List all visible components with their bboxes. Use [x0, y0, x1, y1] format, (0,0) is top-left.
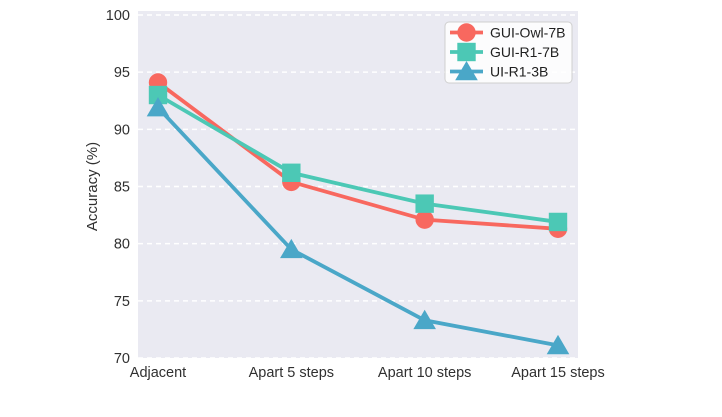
y-tick-label: 95 [114, 65, 130, 81]
y-tick-label: 85 [114, 180, 130, 196]
legend-box [444, 21, 573, 84]
series-GUI-R1-7B [148, 85, 568, 232]
legend-marker-square [457, 42, 476, 62]
x-tick-label: Apart 15 steps [511, 365, 605, 381]
y-tick-label: 100 [106, 8, 130, 24]
data-point-marker [415, 194, 434, 213]
data-point-marker [548, 212, 568, 232]
x-tick-label: Adjacent [130, 365, 186, 381]
y-tick-label: 80 [114, 237, 130, 253]
legend-label: UI-R1-3B [490, 64, 548, 80]
y-axis-label: Accuracy (%) [84, 142, 101, 231]
series-UI-R1-3B [146, 97, 570, 355]
data-point-marker [146, 97, 170, 117]
series-line [156, 105, 560, 348]
legend-marker-circle [457, 23, 476, 42]
data-point-marker [282, 163, 301, 182]
legend: GUI-Owl-7B GUI-R1-7B UI-R1-3B [444, 21, 573, 84]
y-tick-label: 75 [114, 294, 130, 310]
legend-label: GUI-R1-7B [490, 44, 559, 60]
legend-entry-GUI-Owl-7B: GUI-Owl-7B [450, 23, 565, 42]
y-tick-label: 90 [114, 122, 130, 138]
data-point-marker [280, 238, 303, 259]
legend-entry-UI-R1-3B: UI-R1-3B [450, 61, 548, 81]
data-point-marker [413, 309, 436, 330]
data-point-marker [148, 85, 168, 105]
legend-label: GUI-Owl-7B [490, 25, 565, 41]
legend-entry-GUI-R1-7B: GUI-R1-7B [450, 42, 559, 62]
data-point-marker [546, 334, 570, 355]
data-point-marker [415, 210, 434, 229]
series-line [156, 93, 560, 224]
x-tick-label: Apart 5 steps [249, 365, 334, 381]
x-tick-label: Apart 10 steps [378, 365, 472, 381]
y-tick-label: 70 [114, 351, 130, 367]
legend-marker-triangle [455, 61, 478, 81]
